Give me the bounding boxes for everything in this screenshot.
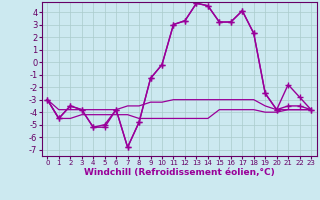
X-axis label: Windchill (Refroidissement éolien,°C): Windchill (Refroidissement éolien,°C) <box>84 168 275 177</box>
